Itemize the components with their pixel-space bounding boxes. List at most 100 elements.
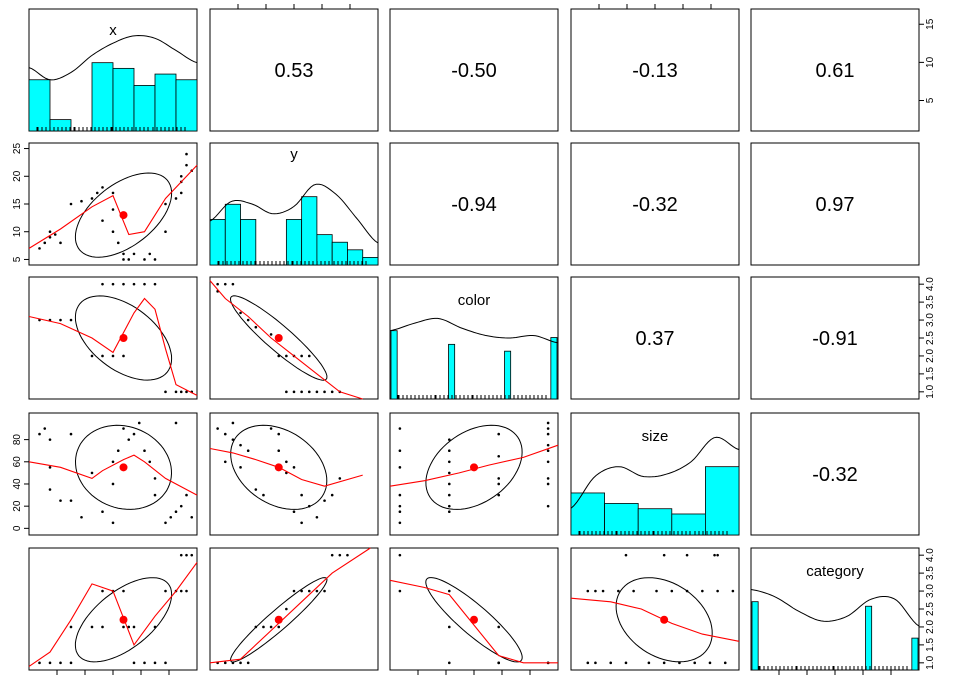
scatter-point: [338, 553, 342, 557]
scatter-point: [693, 661, 697, 665]
scatter-point: [239, 443, 242, 447]
scatter-point: [713, 553, 716, 557]
y-tick-label-category: 3.0: [925, 584, 936, 598]
scatter-point: [111, 191, 115, 195]
scatter-point: [269, 333, 273, 336]
centroid-point: [274, 615, 283, 624]
histogram-bar: [570, 492, 605, 536]
scatter-point: [169, 515, 173, 519]
scatter-point: [174, 390, 178, 394]
histogram-bar: [209, 219, 226, 266]
correlation-ellipse: [425, 577, 523, 663]
scatter-point: [122, 625, 125, 629]
scatter-point: [80, 199, 83, 203]
scatter-point: [111, 521, 115, 525]
scatter-point: [292, 510, 296, 514]
scatter-point: [223, 661, 227, 665]
scatter-point: [300, 354, 303, 358]
scatter-point: [164, 390, 167, 394]
scatter-point: [323, 589, 326, 593]
scatter-point: [48, 438, 52, 441]
y-tick-label-x: 5: [925, 97, 936, 103]
scatter-point: [101, 219, 104, 222]
histogram-bar: [285, 219, 303, 266]
scatter-point: [164, 661, 167, 665]
scatter-point: [655, 589, 658, 593]
scatter-point: [48, 466, 52, 469]
y-tick-label-category: 3.5: [925, 566, 936, 580]
panel-frame-1-4: [750, 142, 920, 266]
scatter-point: [239, 311, 242, 315]
scatter-point: [48, 235, 52, 239]
scatter-point: [231, 421, 235, 425]
scatter-point: [323, 390, 326, 394]
histogram-bar: [28, 79, 51, 132]
scatter-point: [116, 241, 120, 245]
scatter-point: [164, 202, 167, 206]
scatter-point: [223, 460, 227, 464]
scatter-point: [497, 477, 501, 480]
variable-name-x: x: [109, 22, 117, 39]
scatter-point: [277, 432, 281, 436]
scatter-point: [179, 553, 183, 557]
panel-frame-3-2: [389, 412, 559, 536]
scatter-point: [330, 553, 334, 557]
scatter-point: [132, 252, 136, 256]
histogram-bar: [865, 605, 873, 671]
scatter-point: [586, 661, 590, 665]
scatter-point: [398, 449, 402, 453]
scatter-panel-2-1: [209, 280, 363, 400]
scatter-point: [546, 482, 550, 486]
scatter-point: [292, 589, 296, 593]
loess-line: [28, 297, 198, 396]
scatter-point: [398, 521, 402, 525]
panel-frame-2-2: [389, 276, 559, 400]
panel-frame-1-0: [28, 142, 198, 266]
scatter-point: [153, 258, 157, 261]
correlation-label-0-3: -0.13: [632, 60, 678, 82]
histogram-bar: [49, 119, 72, 132]
scatter-point: [398, 510, 402, 514]
scatter-point: [95, 191, 99, 195]
centroid-point: [119, 463, 128, 472]
scatter-point: [447, 493, 451, 497]
histogram-bar: [91, 62, 114, 132]
y-tick-label-size: 0: [12, 525, 23, 531]
scatter-point: [546, 427, 550, 430]
scatter-point: [69, 499, 73, 502]
scatter-point: [716, 553, 719, 557]
panel-frame-2-3: [570, 276, 740, 400]
scatter-point: [231, 282, 235, 286]
scatter-point: [307, 390, 311, 394]
scatter-point: [216, 282, 219, 286]
correlation-ellipse: [74, 577, 173, 663]
scatter-point: [127, 625, 131, 629]
panel-frame-2-1: [209, 276, 379, 400]
scatter-point: [127, 258, 131, 261]
centroid-point: [119, 334, 128, 342]
scatter-point: [285, 607, 288, 611]
panel-frame-4-1: [209, 547, 379, 671]
scatter-point: [662, 661, 666, 665]
scatter-point: [398, 427, 402, 430]
scatter-point: [254, 325, 258, 329]
histogram-bar: [240, 219, 257, 266]
panel-contents: x y color size category 0.53 -0.50 -0.13 0.61 -0.…: [28, 22, 920, 671]
scatter-point: [122, 354, 125, 358]
y-tick-label-y: 15: [12, 198, 23, 210]
scatter-point: [731, 589, 735, 593]
scatter-point: [179, 174, 183, 178]
scatter-point: [447, 460, 451, 464]
scatter-point: [174, 197, 178, 200]
scatter-point: [143, 282, 146, 286]
scatter-point: [153, 493, 157, 497]
centroid-point: [274, 334, 283, 342]
correlation-ellipse: [74, 295, 173, 381]
scatter-point: [624, 553, 628, 557]
scatter-panel-4-1: [209, 547, 371, 665]
scatter-point: [116, 449, 120, 453]
scatter-panel-2-0: [28, 282, 198, 396]
correlation-ellipse: [230, 424, 328, 510]
scatter-point: [277, 625, 281, 629]
scatter-point: [179, 191, 183, 195]
